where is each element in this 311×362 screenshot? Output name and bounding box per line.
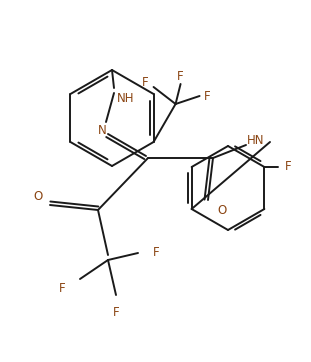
Text: NH: NH [117, 92, 135, 105]
Text: F: F [113, 307, 119, 320]
Text: F: F [204, 89, 211, 102]
Text: HN: HN [247, 134, 265, 147]
Text: F: F [153, 247, 159, 260]
Text: F: F [177, 70, 184, 83]
Text: O: O [217, 203, 227, 216]
Text: F: F [59, 282, 65, 295]
Text: O: O [33, 190, 43, 203]
Text: F: F [142, 76, 149, 88]
Text: F: F [285, 160, 292, 173]
Text: N: N [98, 123, 106, 136]
